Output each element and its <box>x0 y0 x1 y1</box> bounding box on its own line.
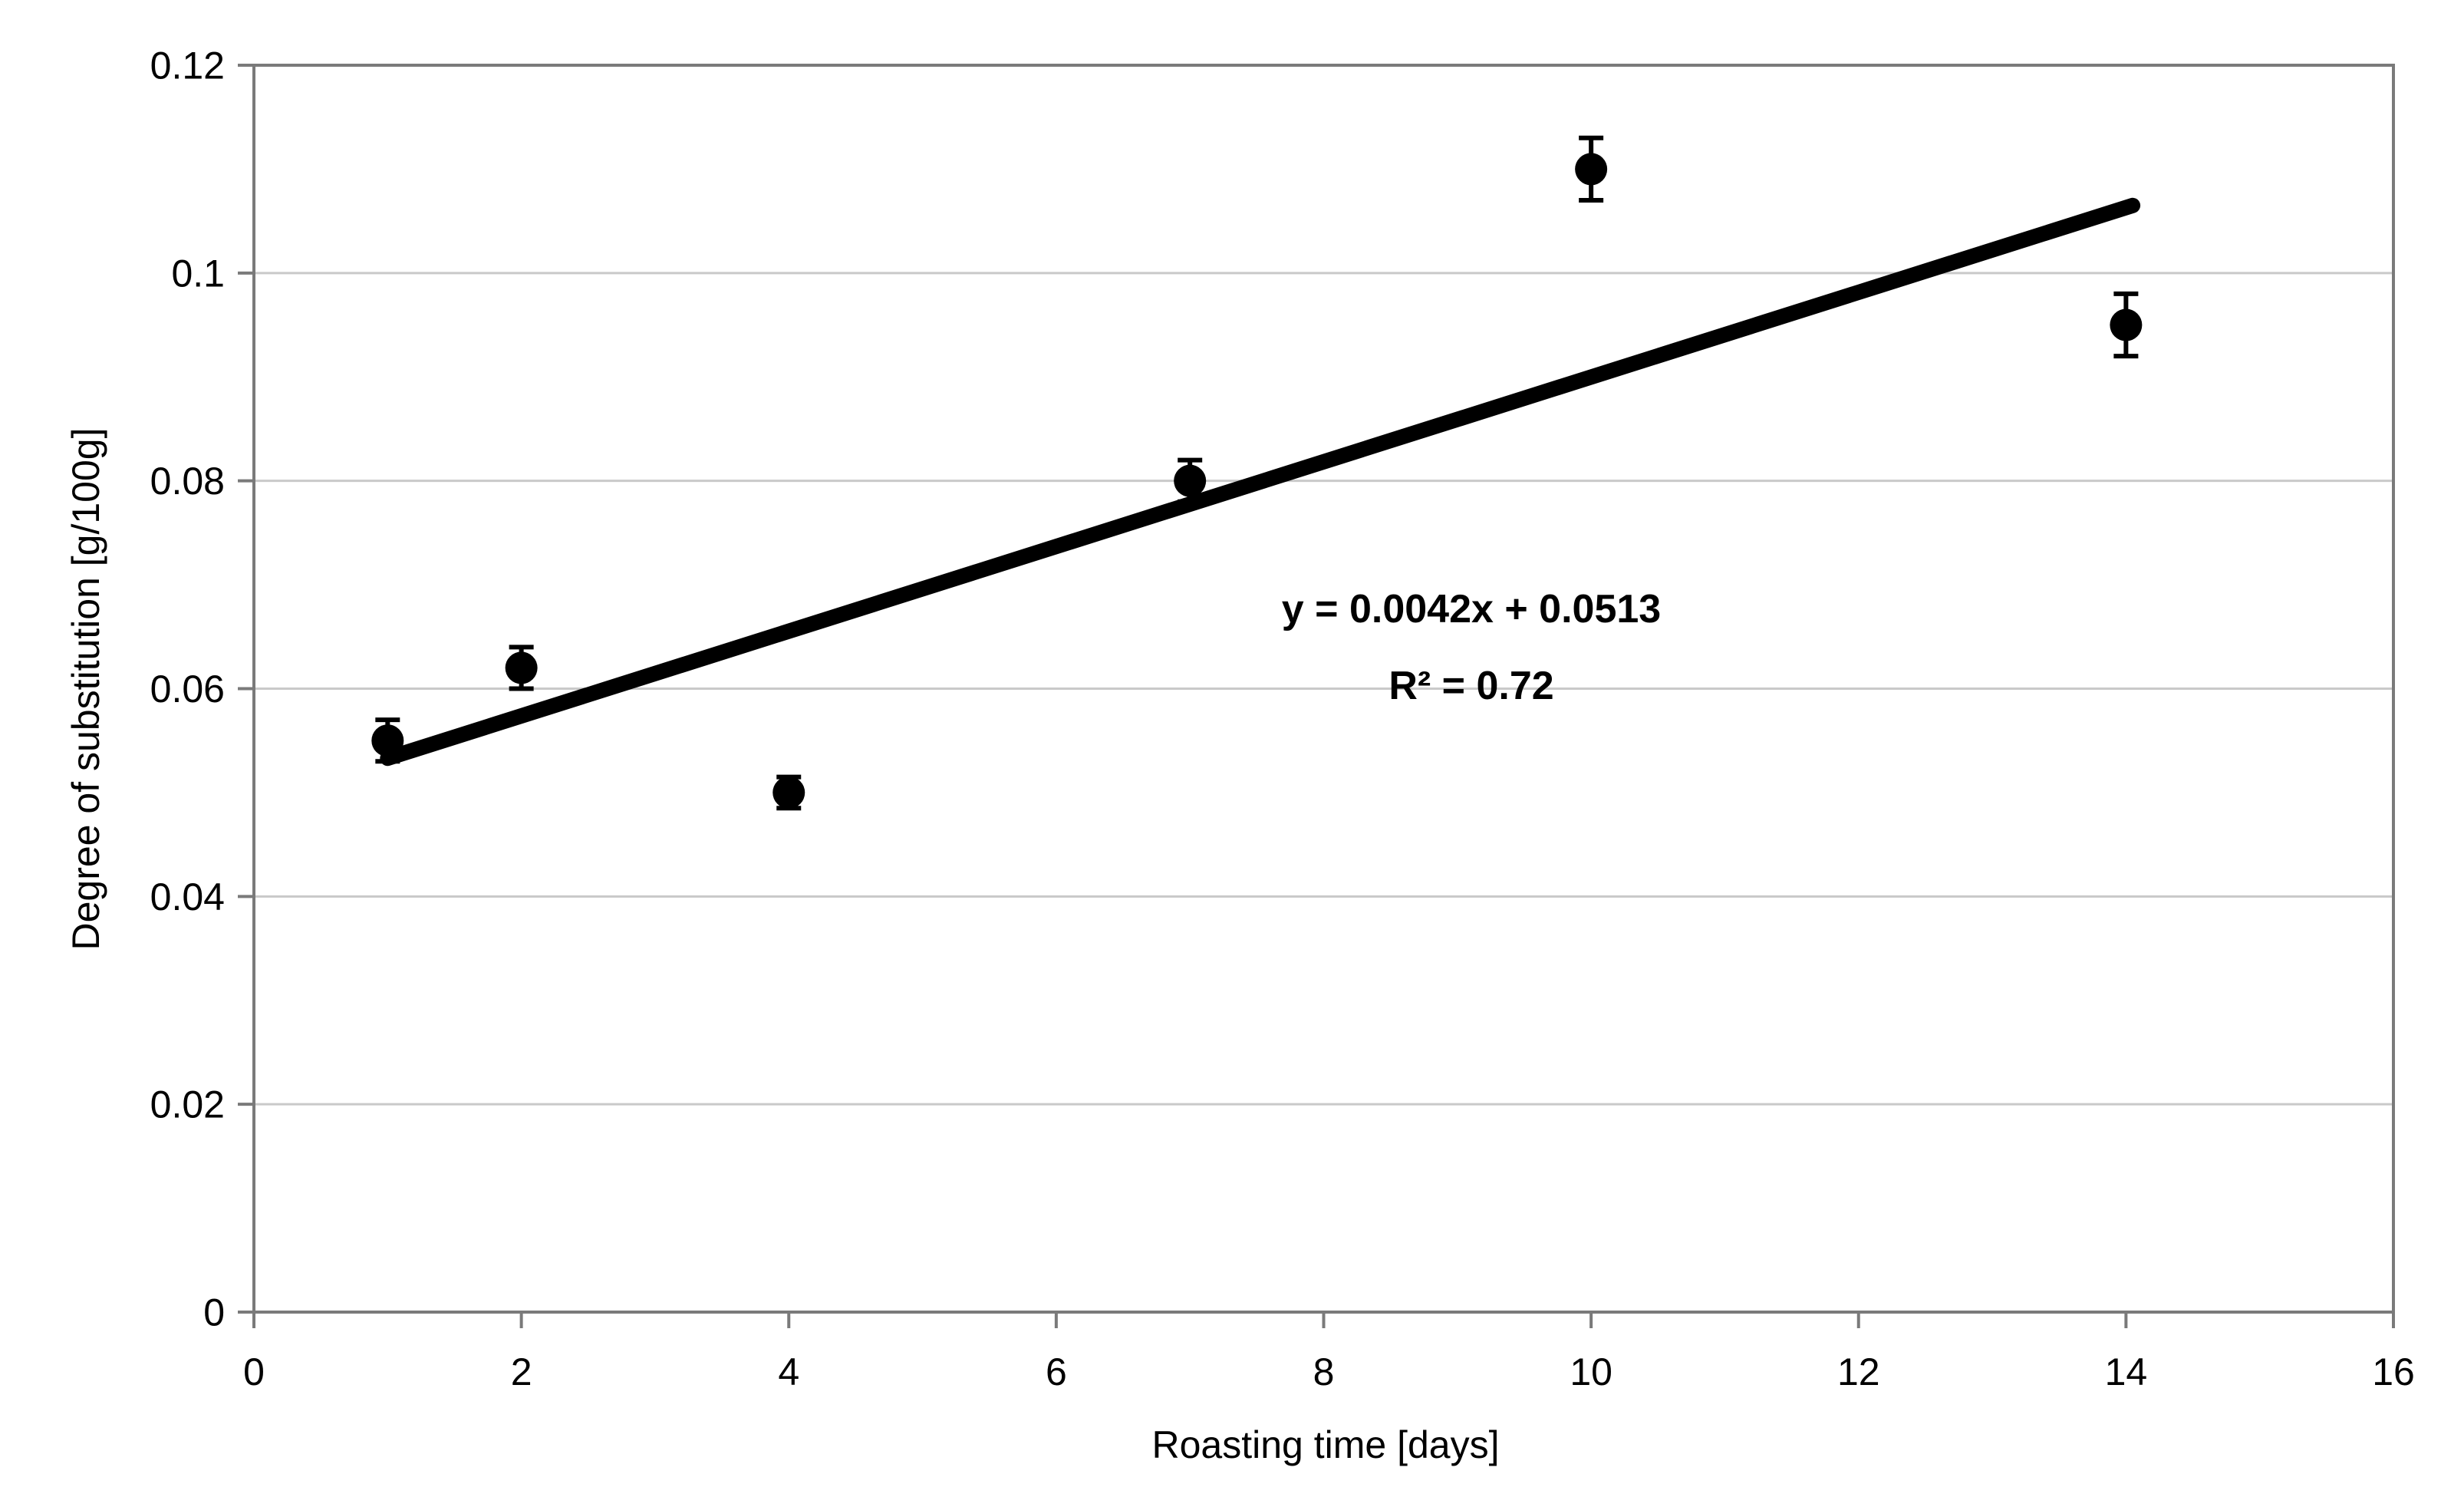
data-point-marker <box>505 651 538 684</box>
x-tick-label: 2 <box>511 1350 532 1393</box>
data-point-marker <box>2110 308 2143 341</box>
trendline <box>380 197 2141 767</box>
x-tick-label: 14 <box>2105 1350 2148 1393</box>
y-tick-label: 0.1 <box>171 252 225 295</box>
data-point-marker <box>1575 153 1608 186</box>
x-tick-label: 8 <box>1313 1350 1335 1393</box>
y-tick-label: 0.02 <box>150 1083 225 1126</box>
data-point-marker <box>371 724 404 757</box>
y-axis-title: Degree of substitution [g/100g] <box>64 427 107 951</box>
x-tick-label: 4 <box>778 1350 799 1393</box>
y-tick-label: 0.12 <box>150 45 225 87</box>
trendline-r-squared: R² = 0.72 <box>1388 664 1554 708</box>
y-tick-label: 0 <box>203 1291 225 1334</box>
data-point-marker <box>1174 464 1207 497</box>
x-tick-label: 16 <box>2372 1350 2415 1393</box>
x-tick-label: 10 <box>1570 1350 1612 1393</box>
x-tick-label: 12 <box>1837 1350 1880 1393</box>
x-tick-label: 0 <box>243 1350 265 1393</box>
trendline-equation: y = 0.0042x + 0.0513 <box>1281 587 1662 631</box>
y-tick-label: 0.04 <box>150 875 225 918</box>
data-point-marker <box>772 776 805 809</box>
y-tick-label: 0.06 <box>150 668 225 711</box>
y-tick-label: 0.08 <box>150 460 225 503</box>
x-tick-label: 6 <box>1046 1350 1067 1393</box>
x-axis-title: Roasting time [days] <box>1151 1423 1500 1466</box>
trendline-annotation: y = 0.0042x + 0.0513 R² = 0.72 <box>1282 571 1661 724</box>
